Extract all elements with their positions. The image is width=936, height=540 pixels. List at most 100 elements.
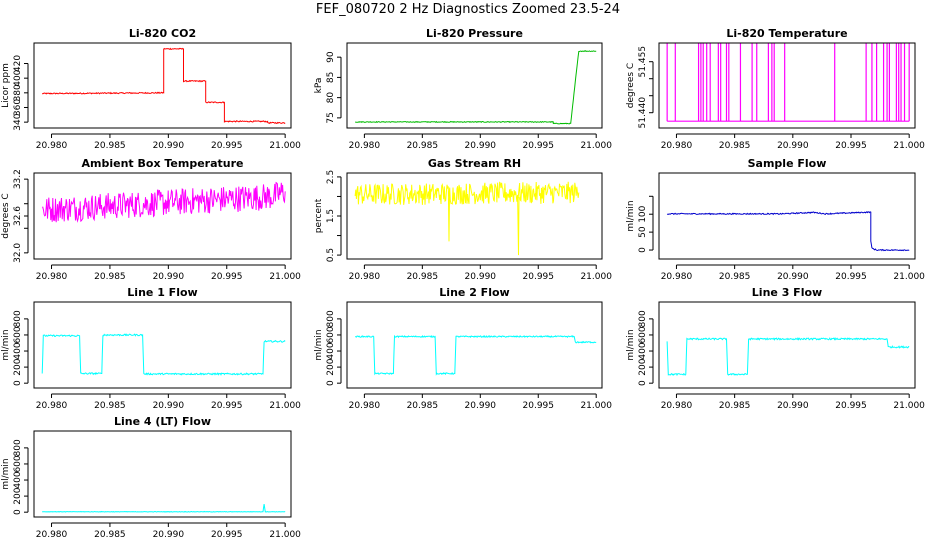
x-tick-label: 20.985 [719, 401, 751, 411]
series-group [666, 337, 910, 377]
y-tick-label: 800 [13, 310, 23, 327]
panel-5: Gas Stream RH 20.980 20.985 20.990 20.995 21.… [314, 157, 612, 282]
y-axis-label: ml/min [1, 458, 11, 489]
series-line [354, 181, 580, 256]
x-tick-label: 20.990 [153, 272, 185, 282]
panel-title: Line 3 Flow [752, 286, 822, 299]
series-group [354, 181, 580, 256]
panel-title: Gas Stream RH [428, 157, 521, 170]
x-tick-label: 21.000 [269, 401, 301, 411]
x-tick-label: 20.985 [94, 401, 126, 411]
panel-8: Line 2 Flow 20.980 20.985 20.990 20.995 21.00… [314, 286, 612, 411]
x-tick-label: 20.985 [94, 272, 126, 282]
y-axis-label: degrees C [1, 193, 11, 238]
x-tick-label: 20.995 [211, 141, 243, 151]
y-tick-label: 51.440 [638, 97, 648, 129]
x-tick-label: 20.990 [777, 272, 809, 282]
y-axis-label: percent [314, 198, 324, 233]
x-tick-label: 21.000 [580, 401, 612, 411]
panel-title: Line 1 Flow [127, 286, 197, 299]
x-tick-label: 20.985 [94, 530, 126, 540]
series-line [41, 47, 286, 125]
series-line [41, 333, 286, 376]
x-tick-label: 21.000 [893, 141, 925, 151]
y-axis-label: kPa [314, 78, 324, 94]
panel-10: Line 4 (LT) Flow 20.980 20.985 20.990 20.995… [1, 415, 301, 540]
series-line [42, 181, 286, 223]
x-tick-label: 20.985 [407, 401, 439, 411]
y-tick-label: 200 [13, 487, 23, 504]
y-axis-label: ml/min [1, 329, 11, 360]
y-tick-label: 0 [638, 247, 648, 253]
y-tick-label: 0.5 [326, 248, 336, 262]
x-tick-label: 20.990 [465, 141, 497, 151]
y-tick-label: 800 [13, 439, 23, 456]
y-tick-label: 85 [326, 72, 336, 83]
panel-title: Line 2 Flow [439, 286, 509, 299]
panel-3: Li-820 Temperature 20.980 20.985 20.990 20.9… [626, 27, 925, 151]
panel-7: Line 1 Flow 20.980 20.985 20.990 20.995 21.00… [1, 286, 301, 411]
y-tick-label: 600 [13, 455, 23, 472]
x-tick-label: 20.995 [835, 272, 867, 282]
series-line [41, 504, 286, 513]
x-tick-label: 20.995 [523, 401, 555, 411]
x-tick-label: 20.995 [211, 530, 243, 540]
y-tick-label: 400 [13, 342, 23, 359]
x-tick-label: 20.985 [719, 141, 751, 151]
y-tick-label: 50 [638, 226, 648, 238]
x-tick-label: 21.000 [893, 401, 925, 411]
y-tick-label: 1.5 [326, 209, 336, 223]
series-line [666, 337, 910, 377]
x-tick-label: 20.990 [153, 530, 185, 540]
y-tick-label: 380 [13, 84, 23, 101]
x-tick-label: 20.985 [407, 141, 439, 151]
x-tick-label: 20.995 [523, 272, 555, 282]
y-tick-label: 600 [13, 326, 23, 343]
y-tick-label: 32.0 [13, 243, 23, 263]
y-tick-label: 400 [638, 342, 648, 359]
x-tick-label: 21.000 [269, 141, 301, 151]
y-tick-label: 800 [326, 310, 336, 327]
x-tick-label: 21.000 [893, 272, 925, 282]
y-axis-label: ml/min [314, 329, 324, 360]
plot-frame [33, 301, 292, 389]
series-group [42, 181, 286, 223]
x-tick-label: 20.980 [36, 141, 68, 151]
x-tick-label: 21.000 [269, 272, 301, 282]
x-tick-label: 20.985 [94, 141, 126, 151]
panel-2: Li-820 Pressure 20.980 20.985 20.990 20.995 2… [314, 27, 612, 151]
x-tick-label: 20.985 [407, 272, 439, 282]
y-tick-label: 80 [326, 92, 336, 104]
y-tick-label: 32.6 [13, 206, 23, 226]
panel-4: Ambient Box Temperature 20.980 20.985 20.99… [1, 157, 301, 282]
series-group [355, 334, 597, 376]
x-tick-label: 20.980 [36, 401, 68, 411]
x-tick-label: 20.990 [465, 401, 497, 411]
y-axis-label: degrees C [626, 63, 636, 108]
panel-title: Li-820 Pressure [426, 27, 523, 40]
plot-frame [658, 172, 916, 260]
y-tick-label: 2.5 [326, 170, 336, 184]
y-tick-label: 200 [326, 358, 336, 375]
x-tick-label: 20.980 [349, 141, 381, 151]
panel-title: Ambient Box Temperature [82, 157, 244, 170]
series-group [41, 47, 286, 125]
x-tick-label: 20.995 [211, 272, 243, 282]
plot-frame [346, 42, 603, 129]
y-tick-label: 0 [13, 509, 23, 515]
x-tick-label: 20.990 [153, 401, 185, 411]
y-tick-label: 51.455 [638, 46, 648, 77]
y-axis-label: Licor ppm [1, 63, 11, 108]
y-tick-label: 800 [638, 310, 648, 327]
x-tick-label: 20.980 [661, 272, 693, 282]
y-tick-label: 400 [13, 471, 23, 488]
panel-title: Li-820 Temperature [726, 27, 847, 40]
series-line [355, 334, 597, 376]
y-tick-label: 360 [13, 99, 23, 116]
panel-title: Sample Flow [748, 157, 827, 170]
y-tick-label: 600 [638, 326, 648, 343]
plot-frame [33, 172, 292, 260]
y-tick-label: 90 [326, 51, 336, 63]
x-tick-label: 21.000 [580, 141, 612, 151]
